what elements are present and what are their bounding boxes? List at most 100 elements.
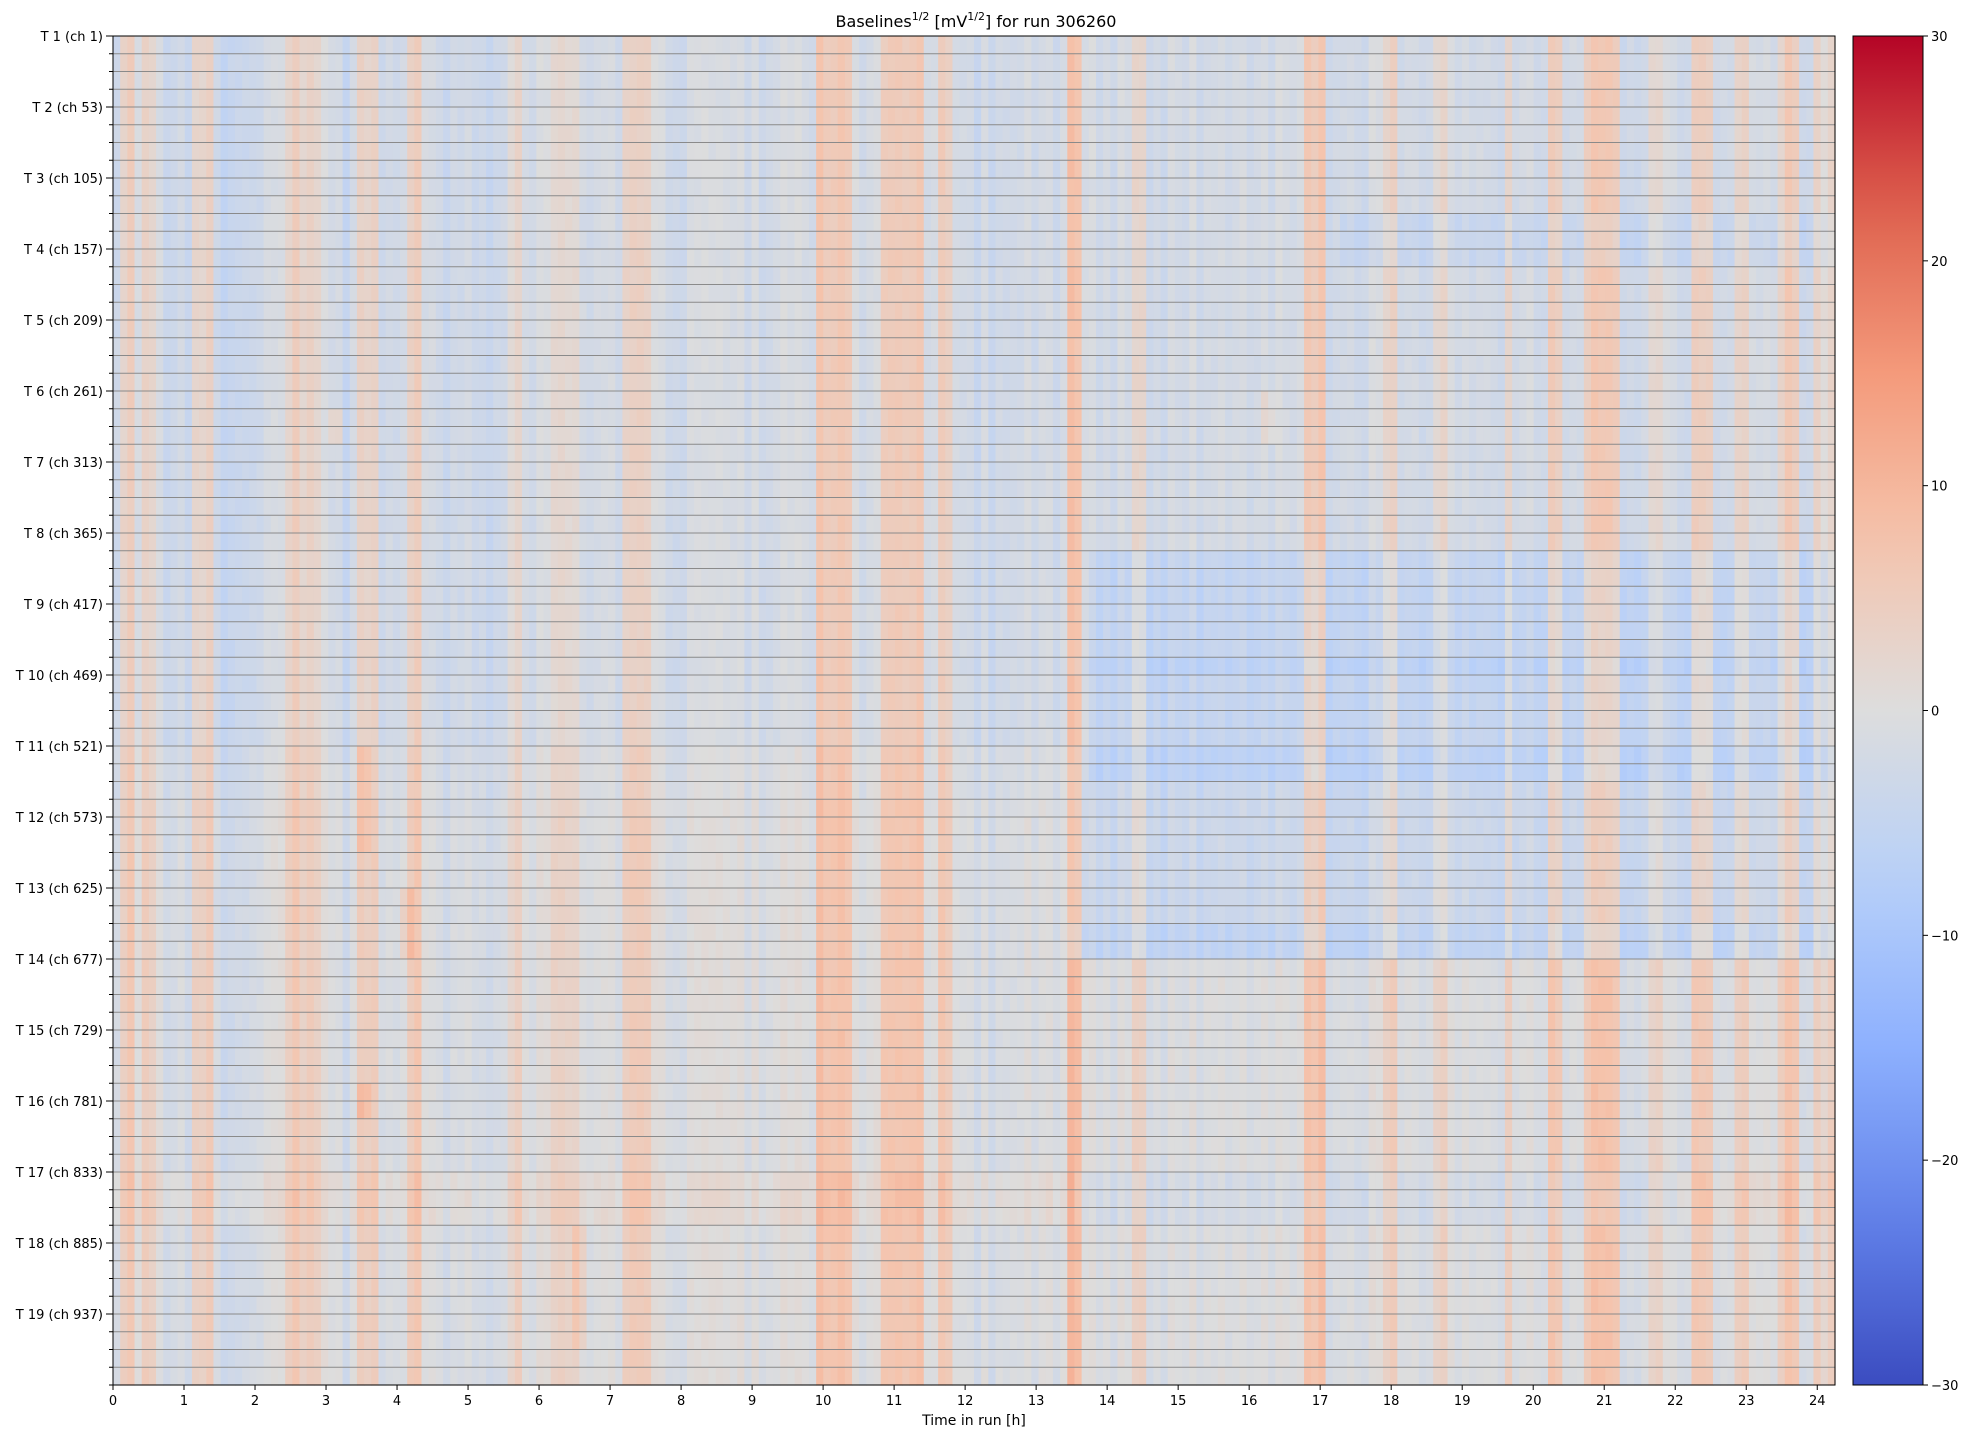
heatmap-cell [443, 550, 451, 570]
heatmap-cell [572, 1012, 580, 1031]
heatmap-cell [443, 870, 451, 889]
heatmap-cell [356, 550, 365, 570]
heatmap-cell [364, 53, 372, 73]
heatmap-cell [435, 834, 444, 854]
heatmap-cell [127, 355, 136, 374]
heatmap-cell [414, 1172, 423, 1191]
heatmap-cell [184, 444, 193, 463]
heatmap-cell [227, 888, 236, 907]
heatmap-cell [356, 1225, 365, 1244]
heatmap-cell [342, 124, 351, 144]
heatmap-cell [414, 941, 423, 960]
heatmap-cell [285, 568, 293, 587]
heatmap-cell [156, 746, 164, 765]
heatmap-cell [486, 142, 494, 161]
heatmap-cell [579, 107, 588, 126]
heatmap-cell [242, 1101, 250, 1120]
heatmap-cell [134, 178, 143, 197]
heatmap-cell [156, 249, 164, 268]
heatmap-cell [443, 834, 451, 854]
heatmap-cell [342, 550, 351, 570]
heatmap-cell [421, 36, 430, 55]
heatmap-cell [306, 976, 315, 996]
heatmap-cell [242, 1314, 250, 1333]
heatmap-cell [127, 799, 136, 818]
heatmap-cell [227, 586, 236, 605]
heatmap-cell [392, 231, 401, 250]
heatmap-cell [557, 568, 566, 587]
heatmap-cell [450, 89, 458, 108]
heatmap-cell [356, 213, 365, 232]
heatmap-cell [256, 284, 265, 303]
heatmap-cell [234, 89, 243, 108]
heatmap-cell [191, 621, 200, 641]
heatmap-cell [428, 1047, 437, 1067]
heatmap-cell [120, 728, 128, 747]
heatmap-cell [464, 888, 473, 907]
heatmap-cell [335, 568, 344, 587]
heatmap-cell [299, 959, 308, 978]
heatmap-cell [278, 1101, 286, 1120]
heatmap-cell [206, 1349, 215, 1368]
heatmap-cell [170, 391, 179, 410]
heatmap-cell [464, 1260, 473, 1280]
heatmap-cell [299, 1331, 308, 1351]
heatmap-cell [543, 905, 552, 925]
heatmap-cell [242, 1331, 250, 1351]
heatmap-cell [464, 426, 473, 445]
heatmap-cell [407, 799, 415, 818]
heatmap-cell [285, 1207, 293, 1226]
heatmap-cell [263, 533, 272, 552]
heatmap-cell [550, 355, 559, 374]
heatmap-cell [313, 1189, 322, 1209]
heatmap-cell [378, 497, 387, 516]
heatmap-cell [428, 178, 437, 197]
heatmap-cell [163, 692, 171, 712]
heatmap-cell [263, 1243, 272, 1262]
heatmap-cell [292, 976, 301, 996]
heatmap-cell [443, 302, 451, 321]
heatmap-cell [356, 870, 365, 889]
heatmap-cell [220, 479, 229, 499]
heatmap-cell [557, 994, 566, 1013]
heatmap-cell [486, 1260, 494, 1280]
heatmap-cell [342, 959, 351, 978]
heatmap-cell [127, 213, 136, 232]
heatmap-cell [356, 728, 365, 747]
heatmap-cell [557, 195, 566, 215]
heatmap-cell [170, 497, 179, 516]
heatmap-cell [148, 266, 157, 286]
heatmap-cell [493, 266, 502, 286]
heatmap-cell [572, 994, 580, 1013]
heatmap-cell [400, 1296, 408, 1315]
heatmap-cell [550, 373, 559, 392]
heatmap-cell [572, 817, 580, 836]
heatmap-cell [471, 444, 480, 463]
heatmap-cell [478, 160, 487, 179]
heatmap-cell [536, 568, 545, 587]
heatmap-cell [234, 905, 243, 925]
heatmap-cell [536, 408, 545, 428]
heatmap-cell [199, 1012, 207, 1031]
heatmap-cell [493, 550, 502, 570]
heatmap-cell [120, 1047, 128, 1067]
heatmap-cell [220, 763, 229, 783]
heatmap-cell [156, 568, 164, 587]
heatmap-cell [127, 994, 136, 1013]
heatmap-cell [572, 497, 580, 516]
heatmap-cell [514, 1314, 523, 1333]
heatmap-cell [385, 1260, 394, 1280]
heatmap-cell [521, 71, 530, 90]
heatmap-cell [457, 284, 466, 303]
heatmap-cell [249, 515, 258, 534]
heatmap-cell [457, 834, 466, 854]
heatmap-cell [335, 1012, 344, 1031]
heatmap-cell [184, 426, 193, 445]
heatmap-cell [184, 1278, 193, 1297]
heatmap-cell [256, 621, 265, 641]
heatmap-cell [435, 657, 444, 676]
heatmap-cell [141, 213, 150, 232]
heatmap-cell [392, 1101, 401, 1120]
heatmap-cell [471, 1101, 480, 1120]
heatmap-cell [342, 142, 351, 161]
